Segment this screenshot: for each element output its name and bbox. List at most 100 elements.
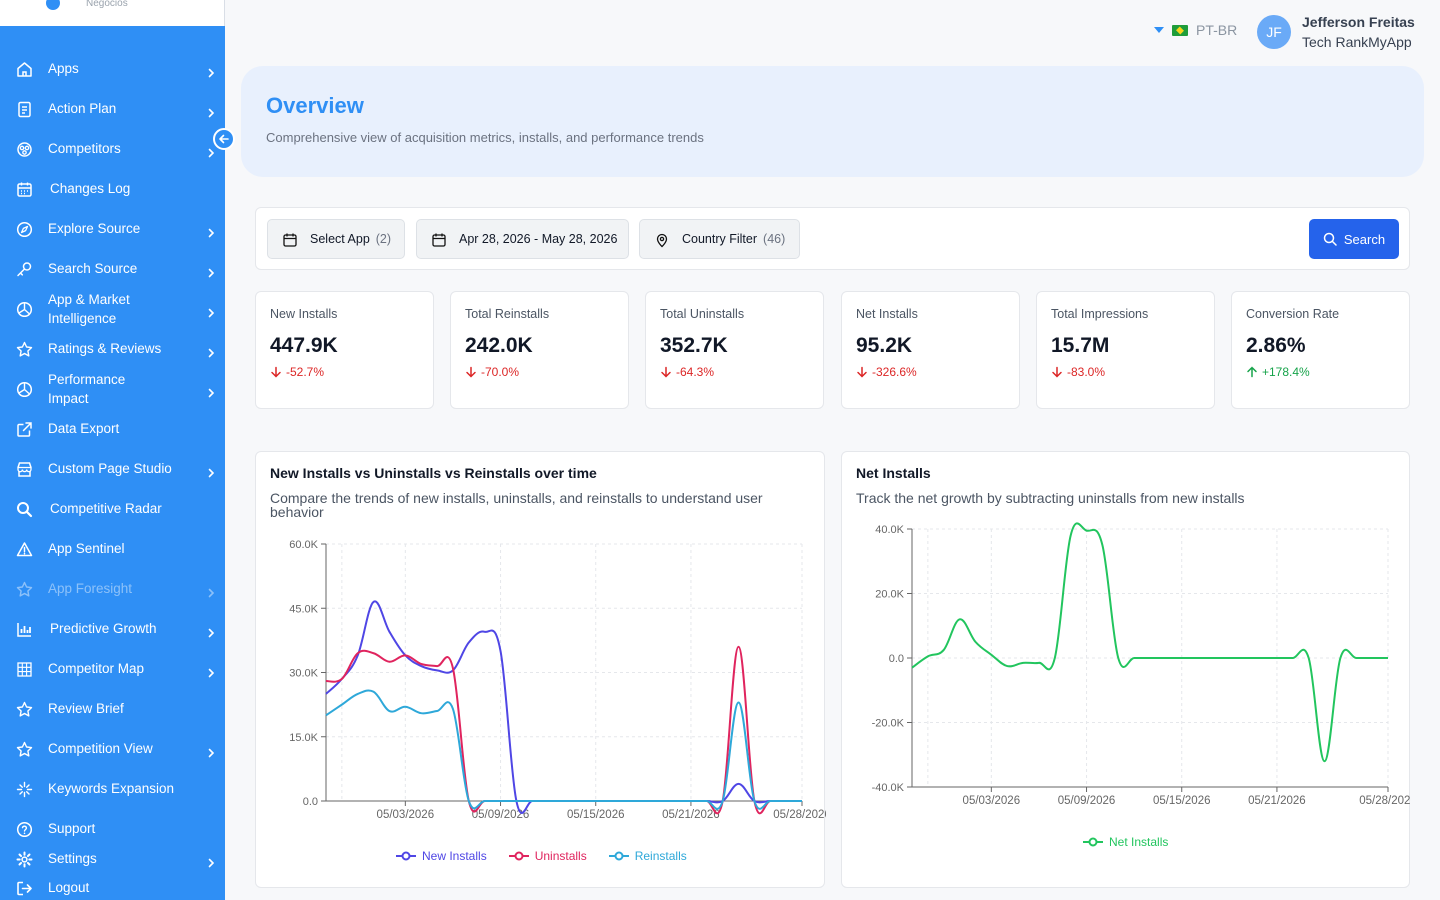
sidebar-item-logout[interactable]: Logout bbox=[0, 878, 225, 898]
sidebar-item-changes-log[interactable]: Changes Log bbox=[0, 179, 225, 199]
[object Object]-grid bbox=[321, 543, 803, 802]
kpi-change: -83.0% bbox=[1051, 365, 1105, 379]
sidebar-item-support[interactable]: Support bbox=[0, 819, 225, 839]
kpi-card-total-uninstalls: Total Uninstalls 352.7K -64.3% bbox=[645, 291, 824, 409]
search-icon bbox=[1323, 232, 1337, 246]
grid-icon bbox=[16, 661, 33, 678]
installs-chart-subtitle: Compare the trends of new installs, unin… bbox=[270, 490, 763, 520]
select-app-button[interactable]: Select App (2) bbox=[267, 219, 405, 259]
kpi-value: 95.2K bbox=[856, 334, 913, 357]
installs-chart-legend: New Installs Uninstalls Reinstalls bbox=[396, 849, 687, 863]
sidebar-item-label: Changes Log bbox=[50, 181, 131, 196]
sidebar-item-custom-page-studio[interactable]: Custom Page Studio bbox=[0, 459, 225, 479]
sidebar-item-performance-impact[interactable]: Performance Impact bbox=[0, 372, 225, 406]
sidebar-item-app-market-intelligence[interactable]: App & Market Intelligence bbox=[0, 292, 225, 326]
sidebar-item-app-foresight[interactable]: App Foresight bbox=[0, 579, 225, 599]
collapse-sidebar-button[interactable] bbox=[213, 128, 235, 150]
arrow-down-icon bbox=[271, 366, 281, 378]
sidebar-item-competition-view[interactable]: Competition View bbox=[0, 739, 225, 759]
legend-marker-icon bbox=[508, 851, 529, 861]
kpi-change: -326.6% bbox=[856, 365, 917, 379]
sidebar-item-competitors[interactable]: Competitors bbox=[0, 139, 225, 159]
x-tick-label: 05/03/2026 bbox=[377, 809, 435, 821]
sidebar-item-search-source[interactable]: Search Source bbox=[0, 259, 225, 279]
sidebar-item-label: App Sentinel bbox=[48, 541, 125, 556]
kpi-value: 2.86% bbox=[1246, 334, 1306, 357]
select-app-count: (2) bbox=[375, 232, 392, 246]
kpi-title: Total Reinstalls bbox=[465, 307, 550, 321]
sidebar-item-label: Competitors bbox=[48, 141, 121, 156]
star-icon bbox=[16, 341, 33, 358]
sidebar-item-explore-source[interactable]: Explore Source bbox=[0, 219, 225, 239]
legend-item-new-installs[interactable]: New Installs bbox=[396, 849, 487, 863]
sidebar-item-label: Settings bbox=[48, 851, 97, 866]
avatar[interactable]: JF bbox=[1257, 15, 1291, 49]
net-installs-chart-title: Net Installs bbox=[856, 465, 931, 481]
sidebar-item-predictive-growth[interactable]: Predictive Growth bbox=[0, 619, 225, 639]
kpi-change-value: -326.6% bbox=[872, 365, 917, 379]
legend-item-uninstalls[interactable]: Uninstalls bbox=[508, 849, 587, 863]
arrow-up-icon bbox=[1247, 366, 1257, 378]
series-line-net-installs bbox=[911, 522, 1388, 763]
sidebar-item-app-sentinel[interactable]: App Sentinel bbox=[0, 539, 225, 559]
home-icon bbox=[16, 61, 33, 78]
sidebar-item-settings[interactable]: Settings bbox=[0, 849, 225, 869]
sidebar-item-keywords-expansion[interactable]: Keywords Expansion bbox=[0, 779, 225, 799]
page-subtitle: Comprehensive view of acquisition metric… bbox=[266, 130, 704, 145]
sidebar-item-review-brief[interactable]: Review Brief bbox=[0, 699, 225, 719]
legend-marker-icon bbox=[1083, 837, 1103, 847]
pie-icon bbox=[16, 381, 33, 398]
x-tick-label: 05/03/2026 bbox=[963, 795, 1021, 807]
sidebar-item-ratings-reviews[interactable]: Ratings & Reviews bbox=[0, 339, 225, 359]
kpi-card-total-reinstalls: Total Reinstalls 242.0K -70.0% bbox=[450, 291, 629, 409]
x-tick-label: 05/15/2026 bbox=[1153, 795, 1211, 807]
x-tick-label: 05/28/2026 bbox=[773, 809, 826, 821]
calendar-icon bbox=[283, 233, 297, 247]
legend-item-reinstalls[interactable]: Reinstalls bbox=[608, 849, 687, 863]
kpi-change-value: -64.3% bbox=[676, 365, 715, 379]
date-range-label: Apr 28, 2026 - May 28, 2026 bbox=[459, 232, 618, 246]
language-selector[interactable]: PT-BR bbox=[1154, 22, 1237, 38]
date-range-button[interactable]: Apr 28, 2026 - May 28, 2026 bbox=[416, 219, 629, 259]
chevron-right-icon bbox=[206, 226, 216, 238]
sidebar-item-label: Support bbox=[48, 821, 96, 836]
filter-bar: Select App (2) Apr 28, 2026 - May 28, 202… bbox=[255, 207, 1410, 270]
sidebar-item-label: Apps bbox=[48, 61, 79, 76]
star-icon bbox=[16, 701, 33, 718]
sidebar-item-competitor-map[interactable]: Competitor Map bbox=[0, 659, 225, 679]
page-title: Overview bbox=[266, 93, 364, 118]
sidebar-item-label: Action Plan bbox=[48, 101, 117, 116]
country-filter-count: (46) bbox=[763, 232, 786, 246]
logout-icon bbox=[16, 880, 33, 897]
select-app-label: Select App bbox=[310, 232, 370, 246]
map-pin-icon bbox=[656, 233, 668, 248]
sidebar-item-action-plan[interactable]: Action Plan bbox=[0, 99, 225, 119]
kpi-change-value: +178.4% bbox=[1262, 365, 1310, 379]
kpi-value: 15.7M bbox=[1051, 334, 1110, 357]
chevron-right-icon bbox=[206, 346, 216, 358]
sidebar-item-competitive-radar[interactable]: Competitive Radar bbox=[0, 499, 225, 519]
sidebar-item-apps[interactable]: Apps bbox=[0, 59, 225, 79]
logo-icon bbox=[46, 0, 60, 10]
chevron-right-icon bbox=[206, 146, 216, 158]
series-line-uninstalls bbox=[325, 645, 802, 815]
arrow-down-icon bbox=[857, 366, 867, 378]
y-tick-label: 0.0 bbox=[303, 796, 318, 808]
chevron-right-icon bbox=[206, 666, 216, 678]
country-filter-button[interactable]: Country Filter (46) bbox=[639, 219, 800, 259]
chevron-right-icon bbox=[206, 106, 216, 118]
chevron-right-icon bbox=[206, 856, 216, 868]
star-icon bbox=[16, 581, 33, 598]
brazil-flag-icon bbox=[1172, 24, 1188, 36]
sidebar-item-data-export[interactable]: Data Export bbox=[0, 419, 225, 439]
chevron-right-icon bbox=[206, 266, 216, 278]
legend-item-net-installs[interactable]: Net Installs bbox=[1083, 835, 1168, 849]
bar-chart-icon bbox=[16, 621, 33, 638]
sidebar-item-label: Competitor Map bbox=[48, 661, 145, 676]
users-icon bbox=[16, 141, 33, 158]
x-tick-label: 05/21/2026 bbox=[662, 809, 720, 821]
search-icon bbox=[16, 501, 33, 518]
y-tick-label: 15.0K bbox=[289, 732, 318, 744]
search-button[interactable]: Search bbox=[1309, 219, 1399, 259]
sidebar-item-label: Logout bbox=[48, 880, 90, 895]
